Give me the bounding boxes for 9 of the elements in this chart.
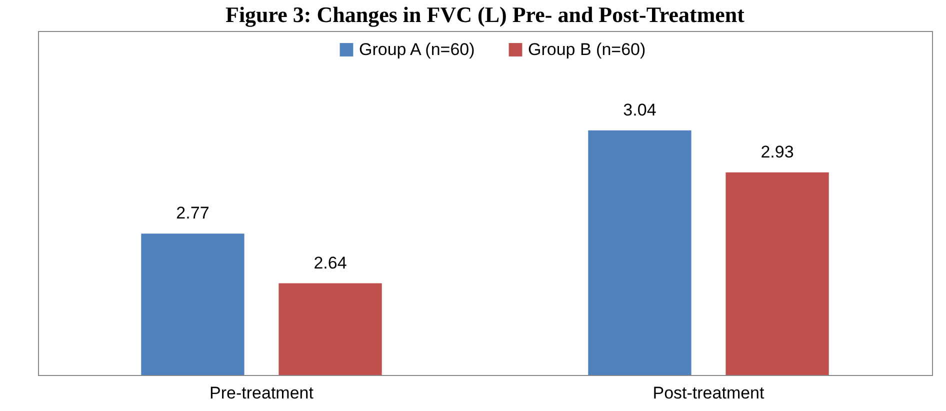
data-label: 2.77: [176, 204, 210, 223]
legend-label: Group A (n=60): [359, 40, 475, 59]
x-tick-label: Pre-treatment: [210, 384, 314, 402]
data-label: 2.64: [314, 253, 347, 272]
data-label: 3.04: [623, 100, 656, 120]
x-tick-label: Post-treatment: [652, 384, 765, 402]
chart-title: Figure 3: Changes in FVC (L) Pre- and Post-Treatment: [226, 2, 746, 27]
data-label: 2.93: [760, 142, 794, 162]
legend-label: Group B (n=60): [528, 40, 646, 59]
